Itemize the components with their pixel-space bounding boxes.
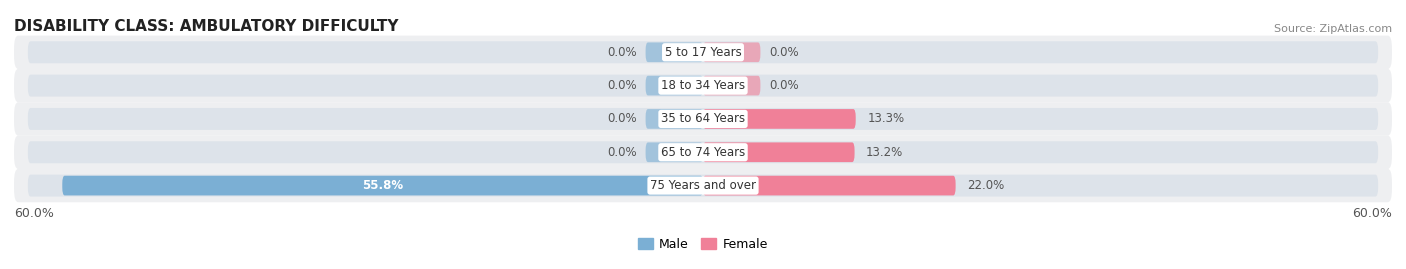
Text: Source: ZipAtlas.com: Source: ZipAtlas.com <box>1274 24 1392 34</box>
Text: DISABILITY CLASS: AMBULATORY DIFFICULTY: DISABILITY CLASS: AMBULATORY DIFFICULTY <box>14 19 398 34</box>
Text: 0.0%: 0.0% <box>607 112 637 125</box>
FancyBboxPatch shape <box>645 76 703 95</box>
FancyBboxPatch shape <box>645 43 703 62</box>
Text: 13.2%: 13.2% <box>866 146 903 159</box>
Text: 75 Years and over: 75 Years and over <box>650 179 756 192</box>
FancyBboxPatch shape <box>28 108 1378 130</box>
FancyBboxPatch shape <box>28 41 1378 63</box>
FancyBboxPatch shape <box>28 141 1378 163</box>
Text: 0.0%: 0.0% <box>607 46 637 59</box>
FancyBboxPatch shape <box>703 43 761 62</box>
FancyBboxPatch shape <box>14 69 1392 102</box>
FancyBboxPatch shape <box>645 109 703 129</box>
Text: 5 to 17 Years: 5 to 17 Years <box>665 46 741 59</box>
FancyBboxPatch shape <box>14 169 1392 202</box>
Text: 60.0%: 60.0% <box>14 207 53 220</box>
Text: 55.8%: 55.8% <box>363 179 404 192</box>
Text: 60.0%: 60.0% <box>1353 207 1392 220</box>
FancyBboxPatch shape <box>703 109 856 129</box>
FancyBboxPatch shape <box>28 175 1378 197</box>
FancyBboxPatch shape <box>703 76 761 95</box>
FancyBboxPatch shape <box>703 142 855 162</box>
FancyBboxPatch shape <box>14 136 1392 169</box>
Text: 65 to 74 Years: 65 to 74 Years <box>661 146 745 159</box>
FancyBboxPatch shape <box>14 102 1392 136</box>
Text: 35 to 64 Years: 35 to 64 Years <box>661 112 745 125</box>
FancyBboxPatch shape <box>703 176 956 196</box>
Legend: Male, Female: Male, Female <box>633 233 773 256</box>
Text: 0.0%: 0.0% <box>607 79 637 92</box>
FancyBboxPatch shape <box>62 176 703 196</box>
FancyBboxPatch shape <box>14 36 1392 69</box>
Text: 0.0%: 0.0% <box>769 79 799 92</box>
FancyBboxPatch shape <box>645 142 703 162</box>
Text: 18 to 34 Years: 18 to 34 Years <box>661 79 745 92</box>
FancyBboxPatch shape <box>28 75 1378 97</box>
Text: 0.0%: 0.0% <box>769 46 799 59</box>
Text: 22.0%: 22.0% <box>967 179 1004 192</box>
Text: 0.0%: 0.0% <box>607 146 637 159</box>
Text: 13.3%: 13.3% <box>868 112 904 125</box>
